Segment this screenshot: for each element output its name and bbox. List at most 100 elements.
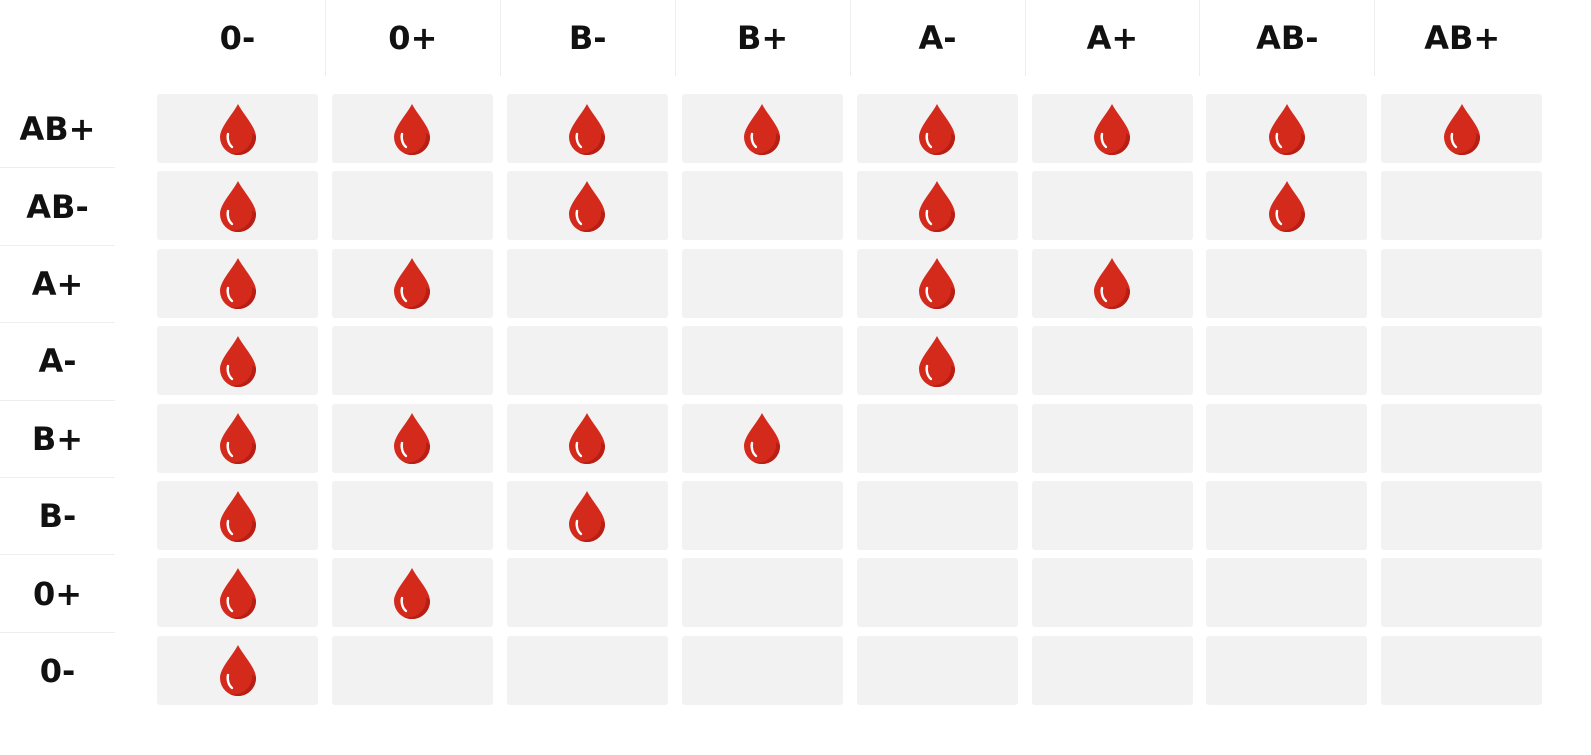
grid-cell	[506, 94, 668, 163]
grid-cell	[856, 481, 1018, 550]
blood-drop-icon	[394, 258, 431, 310]
column-header: AB+	[1374, 0, 1549, 76]
column-header: 0+	[324, 0, 500, 76]
grid-cell	[1031, 248, 1193, 318]
blood-drop-icon	[744, 413, 781, 465]
blood-drop-icon	[219, 567, 256, 619]
blood-drop-icon	[394, 567, 431, 619]
blood-drop-icon	[569, 180, 606, 232]
grid-cell	[331, 481, 493, 550]
blood-drop-icon	[1268, 103, 1305, 155]
blood-drop-icon	[569, 103, 606, 155]
grid-cell	[157, 558, 318, 628]
grid-cell	[157, 635, 318, 705]
blood-drop-icon	[394, 413, 431, 465]
row-header: AB-	[0, 167, 115, 244]
grid-cell	[1031, 481, 1193, 550]
grid-cell	[856, 558, 1018, 628]
grid-cell	[681, 171, 843, 241]
grid-cell	[1381, 558, 1543, 628]
grid-cell	[331, 326, 493, 396]
grid-cell	[1206, 635, 1368, 705]
blood-drop-icon	[219, 258, 256, 310]
grid-cell	[157, 326, 318, 396]
grid-cell	[331, 558, 493, 628]
blood-drop-icon	[219, 335, 256, 387]
grid-cell	[506, 403, 668, 473]
row-header: A-	[0, 322, 115, 399]
grid-cell	[681, 94, 843, 163]
grid-cell	[1381, 171, 1543, 241]
grid-cell	[1031, 403, 1193, 473]
grid-cell	[1381, 481, 1543, 550]
grid-cell	[1206, 481, 1368, 550]
blood-drop-icon	[219, 413, 256, 465]
grid-cell	[157, 403, 318, 473]
grid-cell	[1381, 94, 1543, 163]
row-header: AB+	[19, 109, 96, 148]
grid-cell	[331, 171, 493, 241]
grid-cell	[157, 248, 318, 318]
grid-cell	[856, 403, 1018, 473]
grid-cell	[506, 635, 668, 705]
grid-cell	[506, 326, 668, 396]
grid-cell	[157, 171, 318, 241]
row-header: 0+	[0, 554, 115, 631]
blood-drop-icon	[219, 180, 256, 232]
row-header: 0-	[0, 631, 115, 709]
blood-drop-icon	[219, 490, 256, 542]
column-header: B-	[499, 0, 675, 76]
grid-cell	[331, 94, 493, 163]
grid-cell	[1206, 248, 1368, 318]
column-header: B+	[674, 0, 850, 76]
grid-cell	[506, 248, 668, 318]
blood-drop-icon	[919, 258, 956, 310]
grid-cell	[856, 94, 1018, 163]
grid-cell	[331, 635, 493, 705]
grid-cell	[1031, 558, 1193, 628]
blood-drop-icon	[219, 645, 256, 697]
grid-cell	[157, 94, 318, 163]
grid-cell	[1206, 403, 1368, 473]
grid-cell	[1206, 94, 1368, 163]
grid-cell	[506, 558, 668, 628]
blood-drop-icon	[394, 103, 431, 155]
grid-cell	[1206, 171, 1368, 241]
grid-cell	[331, 248, 493, 318]
grid-cell	[1031, 171, 1193, 241]
blood-drop-icon	[1094, 103, 1130, 155]
blood-drop-icon	[919, 335, 956, 387]
grid-cell	[856, 248, 1018, 318]
grid-cell	[1031, 326, 1193, 396]
grid-cell	[856, 171, 1018, 241]
grid-cell	[1206, 558, 1368, 628]
grid-cell	[856, 326, 1018, 396]
blood-drop-icon	[569, 413, 606, 465]
grid-cell	[1031, 635, 1193, 705]
grid-cell	[331, 403, 493, 473]
row-header: B+	[0, 399, 115, 477]
grid-cell	[681, 326, 843, 396]
blood-drop-icon	[1094, 258, 1130, 310]
grid-cell	[1381, 326, 1543, 396]
blood-drop-icon	[569, 490, 606, 542]
blood-drop-icon	[219, 103, 256, 155]
grid-cell	[681, 481, 843, 550]
grid-cell	[1381, 403, 1543, 473]
grid-cell	[681, 403, 843, 473]
grid-cell	[681, 635, 843, 705]
grid-cell	[681, 248, 843, 318]
grid-cell	[856, 635, 1018, 705]
grid-cell	[1381, 635, 1543, 705]
column-header: AB-	[1199, 0, 1374, 76]
blood-drop-icon	[1443, 103, 1480, 155]
blood-drop-icon	[919, 180, 956, 232]
blood-drop-icon	[919, 103, 956, 155]
column-header: 0-	[219, 19, 256, 57]
column-header: A-	[849, 0, 1025, 76]
grid-cell	[1381, 248, 1543, 318]
grid-cell	[681, 558, 843, 628]
row-header: A+	[0, 244, 115, 322]
grid-cell	[506, 171, 668, 241]
